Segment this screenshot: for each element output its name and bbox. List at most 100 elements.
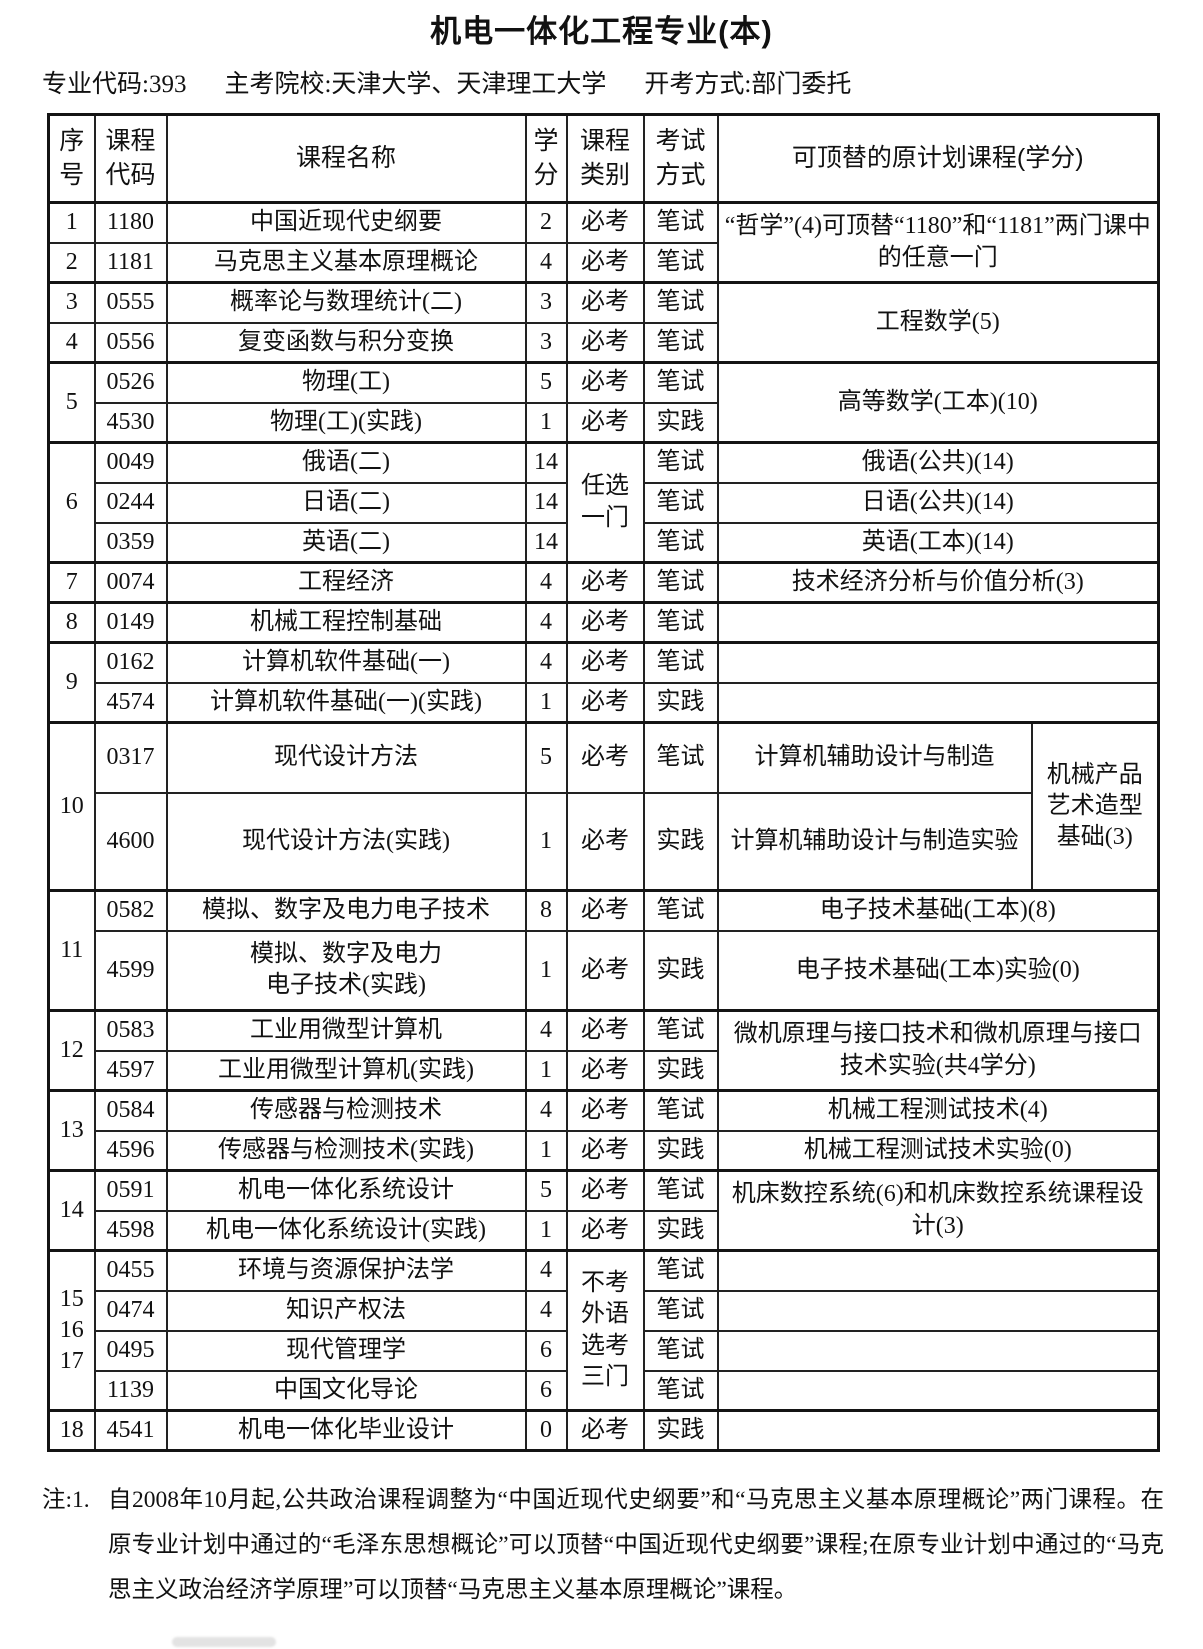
credits: 3 bbox=[524, 321, 568, 364]
course-category: 必考 bbox=[565, 281, 645, 324]
seq: 13 bbox=[47, 1089, 96, 1172]
credits: 8 bbox=[524, 889, 568, 932]
seq: 5 bbox=[47, 361, 96, 444]
major-code: 专业代码:393 bbox=[42, 71, 187, 98]
exam-method: 笔试 bbox=[642, 561, 719, 604]
replace-course: 机械工程测试技术(4) bbox=[716, 1089, 1160, 1132]
course-name: 日语(二) bbox=[165, 481, 527, 524]
course-name: 机电一体化毕业设计 bbox=[165, 1409, 527, 1452]
exam-method: 笔试 bbox=[642, 521, 719, 564]
exam-method: 笔试 bbox=[642, 1329, 719, 1372]
course-code: 4574 bbox=[93, 681, 168, 724]
course-code: 0074 bbox=[93, 561, 168, 604]
replace-course: 计算机辅助设计与制造实验 bbox=[716, 791, 1033, 892]
major-meta-line: 专业代码:393 主考院校:天津大学、天津理工大学 开考方式:部门委托 bbox=[42, 64, 851, 100]
course-category: 必考 bbox=[565, 721, 645, 794]
exam-method: 实践 bbox=[642, 401, 719, 444]
course-category: 必考 bbox=[565, 889, 645, 932]
col-header-course-code: 课程 代码 bbox=[93, 113, 168, 204]
course-code: 0555 bbox=[93, 281, 168, 324]
seq: 7 bbox=[47, 561, 96, 604]
course-name: 模拟、数字及电力 电子技术(实践) bbox=[165, 929, 527, 1012]
course-code: 0359 bbox=[93, 521, 168, 564]
credits: 4 bbox=[524, 601, 568, 644]
replace-course: 机械工程测试技术实验(0) bbox=[716, 1129, 1160, 1172]
exam-method: 笔试 bbox=[642, 321, 719, 364]
replace-course: 英语(工本)(14) bbox=[716, 521, 1160, 564]
replace-course: 日语(公共)(14) bbox=[716, 481, 1160, 524]
replace-course: 高等数学(工本)(10) bbox=[716, 361, 1160, 444]
replace-course: 计算机辅助设计与制造 bbox=[716, 721, 1033, 794]
credits: 1 bbox=[524, 681, 568, 724]
course-category: 必考 bbox=[565, 561, 645, 604]
course-code: 0317 bbox=[93, 721, 168, 794]
replace-course: 微机原理与接口技术和微机原理与接口技术实验(共4学分) bbox=[716, 1009, 1160, 1092]
replace-course bbox=[716, 601, 1160, 644]
exam-method: 实践 bbox=[642, 1049, 719, 1092]
replace-course bbox=[716, 641, 1160, 684]
course-category: 必考 bbox=[565, 791, 645, 892]
footnote-label: 注:1. bbox=[42, 1487, 90, 1513]
replace-course bbox=[716, 1369, 1160, 1412]
course-code: 0556 bbox=[93, 321, 168, 364]
replace-course: 电子技术基础(工本)实验(0) bbox=[716, 929, 1160, 1012]
course-category: 必考 bbox=[565, 1209, 645, 1252]
exam-method: 笔试 bbox=[642, 441, 719, 484]
credits: 6 bbox=[524, 1369, 568, 1412]
course-category: 必考 bbox=[565, 321, 645, 364]
course-code: 0244 bbox=[93, 481, 168, 524]
course-code: 0591 bbox=[93, 1169, 168, 1212]
course-code: 1139 bbox=[93, 1369, 168, 1412]
course-name: 中国文化导论 bbox=[165, 1369, 527, 1412]
seq: 4 bbox=[47, 321, 96, 364]
seq: 8 bbox=[47, 601, 96, 644]
course-code: 4598 bbox=[93, 1209, 168, 1252]
credits: 1 bbox=[524, 401, 568, 444]
replace-course bbox=[716, 1329, 1160, 1372]
credits: 14 bbox=[524, 441, 568, 484]
replace-course: 俄语(公共)(14) bbox=[716, 441, 1160, 484]
credits: 14 bbox=[524, 521, 568, 564]
course-code: 0584 bbox=[93, 1089, 168, 1132]
course-code: 0583 bbox=[93, 1009, 168, 1052]
credits: 4 bbox=[524, 561, 568, 604]
exam-method: 笔试 bbox=[642, 361, 719, 404]
course-name: 传感器与检测技术(实践) bbox=[165, 1129, 527, 1172]
col-header-replace-course: 可顶替的原计划课程(学分) bbox=[716, 113, 1160, 204]
course-name: 英语(二) bbox=[165, 521, 527, 564]
seq: 11 bbox=[47, 889, 96, 1012]
course-name: 现代设计方法(实践) bbox=[165, 791, 527, 892]
course-category: 必考 bbox=[565, 201, 645, 244]
course-category: 必考 bbox=[565, 1409, 645, 1452]
seq: 3 bbox=[47, 281, 96, 324]
replace-course: “哲学”(4)可顶替“1180”和“1181”两门课中的任意一门 bbox=[716, 201, 1160, 284]
seq: 6 bbox=[47, 441, 96, 564]
course-name: 现代管理学 bbox=[165, 1329, 527, 1372]
course-code: 4541 bbox=[93, 1409, 168, 1452]
credits: 1 bbox=[524, 929, 568, 1012]
course-category: 必考 bbox=[565, 1049, 645, 1092]
course-category: 必考 bbox=[565, 929, 645, 1012]
course-code: 4530 bbox=[93, 401, 168, 444]
course-category: 必考 bbox=[565, 641, 645, 684]
credits: 5 bbox=[524, 1169, 568, 1212]
footnote-text: 自2008年10月起,公共政治课程调整为“中国近现代史纲要”和“马克思主义基本原… bbox=[108, 1487, 1164, 1604]
credits: 1 bbox=[524, 1129, 568, 1172]
exam-method: 实践 bbox=[642, 681, 719, 724]
scan-smudge bbox=[172, 1637, 276, 1647]
exam-method: 笔试 bbox=[642, 1009, 719, 1052]
exam-method: 实践 bbox=[642, 1209, 719, 1252]
course-name: 模拟、数字及电力电子技术 bbox=[165, 889, 527, 932]
course-name: 传感器与检测技术 bbox=[165, 1089, 527, 1132]
exam-method: 实践 bbox=[642, 791, 719, 892]
seq: 14 bbox=[47, 1169, 96, 1252]
credits: 4 bbox=[524, 1009, 568, 1052]
exam-method: 笔试 bbox=[642, 241, 719, 284]
course-name: 复变函数与积分变换 bbox=[165, 321, 527, 364]
course-name: 机电一体化系统设计 bbox=[165, 1169, 527, 1212]
exam-method: 笔试 bbox=[642, 889, 719, 932]
course-category: 必考 bbox=[565, 1129, 645, 1172]
course-code: 4599 bbox=[93, 929, 168, 1012]
credits: 4 bbox=[524, 1249, 568, 1292]
